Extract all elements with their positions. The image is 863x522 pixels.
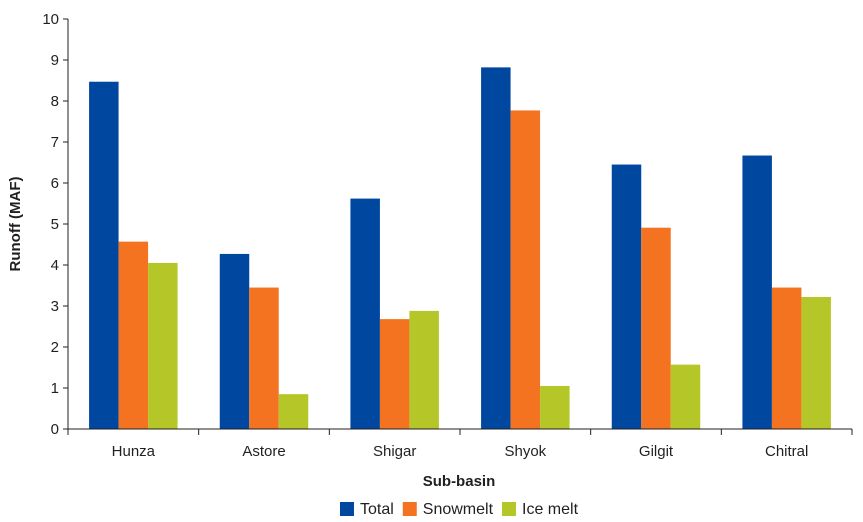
bar-snowmelt-hunza [118,241,149,429]
x-axis-title: Sub-basin [423,473,496,490]
bar-ice-melt-gilgit [670,364,701,429]
y-axis: 0 1 2 3 4 5 6 7 8 9 10 [42,11,69,438]
y-axis-title: Runoff (MAF) [7,177,24,272]
y-tick-label: 8 [51,93,59,110]
bar-ice-melt-shyok [540,385,570,429]
y-tick-label: 1 [51,380,59,397]
y-tick-label: 10 [42,11,59,28]
y-tick-label: 2 [51,339,59,356]
legend-swatch [339,502,354,516]
x-axis: Hunza Astore Shigar Shyok Gilgit Chitral [67,428,853,460]
y-tick-label: 0 [51,421,59,438]
bar-total-hunza [89,81,119,429]
bar-total-chitral [742,155,772,429]
bar-snowmelt-shigar [379,319,410,429]
x-tick-label: Chitral [765,443,808,460]
legend-item: Total [339,501,394,518]
bar-snowmelt-astore [249,287,279,429]
bar-snowmelt-shyok [510,110,541,430]
bar-snowmelt-chitral [771,287,802,429]
x-tick-label: Shigar [373,443,416,460]
bar-ice-melt-shigar [409,310,439,429]
y-tick-label: 9 [51,52,59,69]
x-tick-label: Astore [242,443,285,460]
bar-ice-melt-astore [278,394,309,429]
y-tick-label: 7 [51,134,59,151]
y-tick-label: 4 [51,257,59,274]
legend-swatch [502,502,517,516]
x-tick-label: Gilgit [639,443,674,460]
bar-total-astore [219,253,250,429]
y-tick-label: 5 [51,216,59,233]
legend-label: Ice melt [522,501,579,518]
bar-ice-melt-chitral [801,296,831,429]
x-tick-label: Shyok [504,443,546,460]
legend-item: Snowmelt [402,501,494,518]
legend: Total Snowmelt Ice melt [339,501,579,518]
bars-layer [89,67,831,430]
legend-swatch [402,502,417,516]
x-tick-label: Hunza [112,443,156,460]
bar-total-gilgit [611,164,642,430]
y-tick-label: 3 [51,298,59,315]
bar-ice-melt-hunza [148,262,178,429]
bar-snowmelt-gilgit [641,227,671,429]
bar-total-shigar [350,198,380,429]
y-tick-label: 6 [51,175,59,192]
legend-label: Total [360,501,394,518]
legend-item: Ice melt [502,501,579,518]
legend-label: Snowmelt [423,501,494,518]
bar-total-shyok [481,67,511,429]
